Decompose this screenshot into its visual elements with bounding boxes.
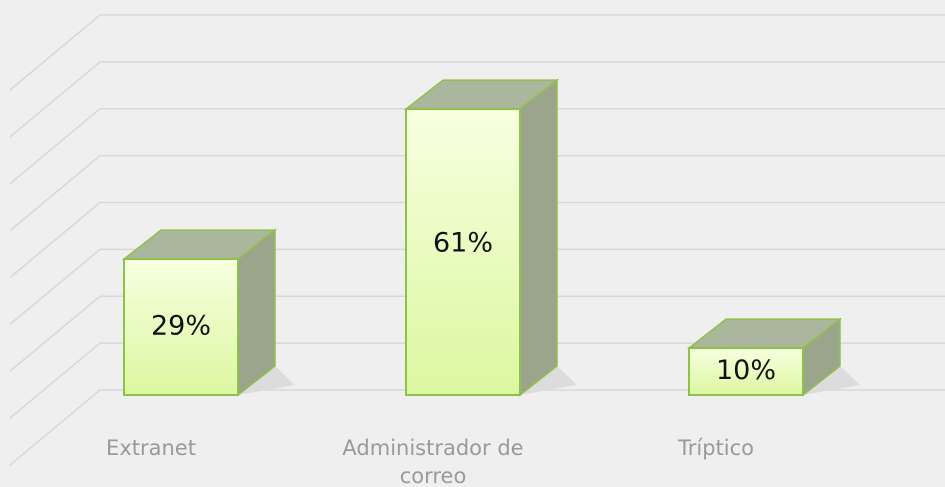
bar-side — [519, 78, 558, 397]
bar-shadow — [520, 366, 577, 395]
grid-line — [9, 295, 945, 372]
bar — [123, 258, 239, 396]
data-label: 61% — [433, 228, 493, 259]
data-label: 10% — [716, 355, 776, 386]
data-label: 29% — [151, 311, 211, 342]
grid-line — [9, 14, 945, 91]
grid-line — [9, 201, 945, 279]
grid-line — [9, 108, 945, 185]
x-tick-label: Tríptico — [677, 436, 754, 460]
bar-shadow — [238, 366, 295, 395]
bar — [405, 108, 521, 396]
grid-line — [9, 61, 945, 138]
x-tick-label: Administrador de correo — [342, 436, 524, 487]
x-tick-label: Extranet — [106, 436, 196, 460]
grid-line — [9, 154, 945, 232]
grid-line — [9, 389, 945, 466]
grid-line — [9, 248, 945, 325]
bar-shadow — [803, 366, 860, 395]
grid-line — [9, 342, 945, 419]
bar — [688, 347, 804, 396]
